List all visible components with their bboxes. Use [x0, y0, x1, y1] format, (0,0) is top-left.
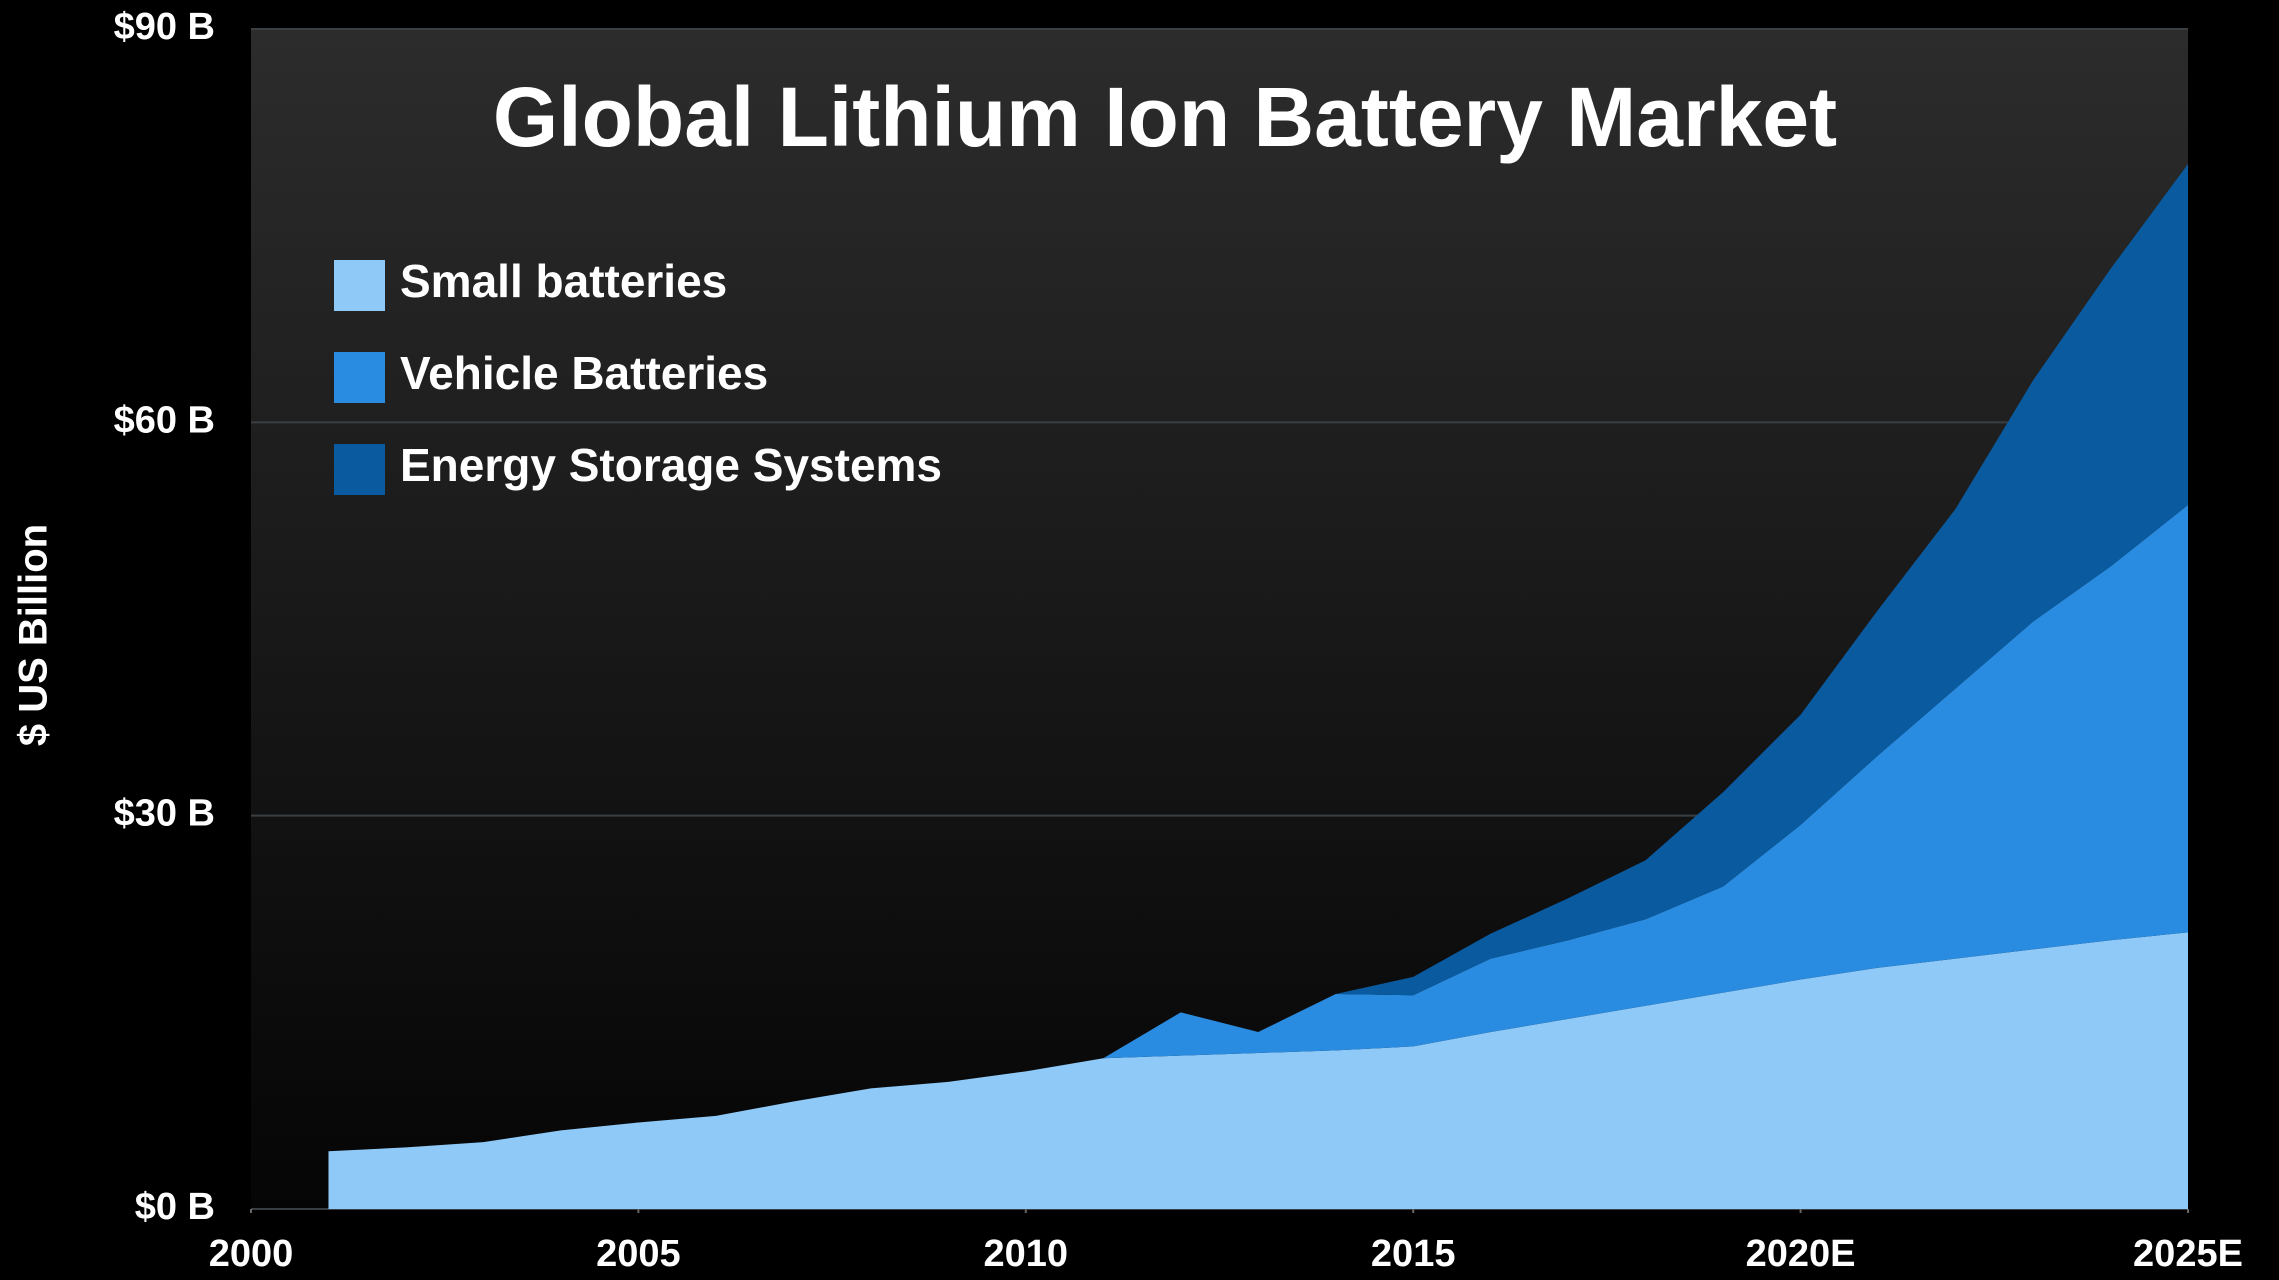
x-tick-label: 2025E: [2133, 1233, 2243, 1275]
chart-title: Global Lithium Ion Battery Market: [493, 70, 1837, 164]
area: [328, 504, 2189, 1152]
legend-swatch: [334, 444, 385, 495]
x-tick-label: 2000: [209, 1233, 294, 1275]
areas: [328, 164, 2189, 1209]
y-axis-label: $ US Billion: [12, 524, 56, 746]
legend-label: Energy Storage Systems: [400, 439, 942, 491]
x-tick-label: 2010: [984, 1233, 1069, 1275]
y-tick-label: $60 B: [114, 399, 215, 441]
legend-swatch: [334, 260, 385, 311]
x-tick-label: 2005: [596, 1233, 681, 1275]
y-tick-label: $90 B: [114, 6, 215, 48]
x-tick-label: 2020E: [1746, 1233, 1856, 1275]
x-tick-label: 2015: [1371, 1233, 1456, 1275]
y-tick-label: $0 B: [135, 1186, 215, 1228]
y-tick-label: $30 B: [114, 793, 215, 835]
area: [328, 932, 2189, 1209]
legend-label: Small batteries: [400, 255, 727, 307]
legend-swatch: [334, 352, 385, 403]
legend-label: Vehicle Batteries: [400, 347, 768, 399]
